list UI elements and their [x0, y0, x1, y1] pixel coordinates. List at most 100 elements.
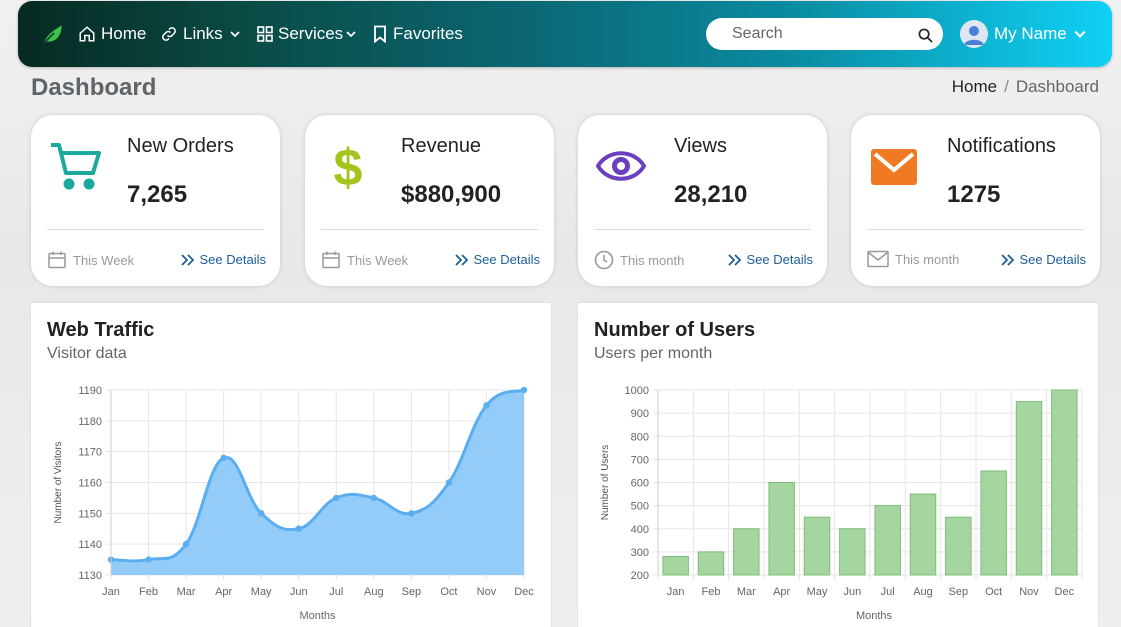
nav-favorites[interactable]: Favorites — [372, 1, 463, 67]
card-period: This Week — [47, 250, 134, 270]
panel-subtitle: Users per month — [594, 345, 713, 362]
card-value: $880,900 — [401, 181, 502, 208]
envelope-icon — [871, 149, 917, 185]
bar — [803, 516, 831, 576]
see-details-link[interactable]: See Details — [727, 252, 813, 267]
panel-subtitle: Visitor data — [47, 345, 127, 362]
x-tick-label: May — [807, 586, 828, 598]
see-details-link[interactable]: See Details — [1000, 252, 1086, 267]
x-axis-title: Months — [299, 610, 336, 622]
double-chevron-right-icon — [180, 253, 194, 266]
card-revenue: $ Revenue $880,900 This Week See Details — [305, 115, 554, 286]
svg-text:$: $ — [334, 141, 363, 193]
data-point — [445, 479, 453, 486]
chevron-down-icon — [1074, 30, 1086, 38]
double-chevron-right-icon — [1000, 253, 1014, 266]
bar — [662, 556, 689, 576]
leaf-logo-icon[interactable] — [40, 21, 66, 47]
x-tick-label: May — [251, 586, 272, 598]
data-point — [483, 402, 490, 409]
y-tick-label: 900 — [631, 408, 649, 420]
y-tick-label: 1130 — [78, 570, 102, 582]
breadcrumb: Home / Dashboard — [952, 77, 1099, 97]
y-tick-label: 300 — [631, 547, 649, 559]
mail-icon — [867, 250, 889, 268]
search-icon[interactable] — [918, 28, 933, 43]
card-period-label: This month — [895, 251, 960, 267]
x-tick-label: Mar — [737, 586, 756, 598]
nav-services-label: Services — [278, 24, 344, 43]
area-fill — [111, 390, 524, 575]
user-menu[interactable]: My Name — [960, 1, 1087, 67]
x-tick-label: Aug — [364, 586, 384, 598]
y-tick-label: 400 — [631, 524, 649, 536]
data-point — [333, 494, 340, 502]
double-chevron-right-icon — [727, 253, 741, 266]
users-chart: 200 300 400 500 600 700 800 900 1000 Jan Feb Mar Apr… — [600, 385, 1083, 622]
y-tick-label: 800 — [631, 431, 649, 443]
home-icon — [79, 26, 95, 42]
card-value: 1275 — [947, 181, 1001, 208]
data-point — [295, 525, 302, 532]
x-tick-label: Dec — [514, 586, 534, 598]
x-tick-label: Oct — [985, 586, 1002, 598]
card-period-label: This Week — [73, 252, 135, 268]
card-value: 28,210 — [674, 181, 748, 208]
y-tick-label: 1140 — [78, 539, 102, 551]
y-tick-label: 1000 — [625, 385, 649, 397]
search-input[interactable] — [732, 25, 902, 43]
chevron-down-icon — [230, 31, 240, 38]
x-tick-label: Mar — [177, 586, 196, 598]
clock-icon — [594, 250, 614, 270]
x-tick-label: Jul — [329, 586, 343, 598]
breadcrumb-current: Dashboard — [1015, 77, 1099, 96]
x-tick-label: Jun — [290, 586, 308, 598]
x-tick-label: Feb — [702, 586, 721, 598]
data-point — [145, 556, 152, 563]
card-new-orders: New Orders 7,265 This Week See Details — [31, 115, 280, 286]
data-point — [408, 510, 415, 517]
eye-icon — [596, 151, 646, 181]
bar — [697, 551, 725, 576]
nav-home-label: Home — [101, 24, 147, 43]
x-tick-label: Feb — [139, 586, 158, 598]
breadcrumb-home[interactable]: Home — [951, 77, 998, 96]
data-point — [520, 386, 528, 394]
see-details-label: See Details — [1019, 252, 1086, 267]
y-tick-label: 1180 — [78, 416, 102, 428]
x-tick-label: Jan — [102, 586, 120, 598]
x-tick-label: Apr — [773, 586, 790, 598]
card-period-label: This month — [620, 252, 685, 268]
nav-links[interactable]: Links — [160, 1, 241, 67]
see-details-link[interactable]: See Details — [454, 252, 540, 267]
web-traffic-panel: Web Traffic Visitor data 1130 1140 1150 116… — [30, 302, 552, 627]
bar — [839, 528, 866, 576]
card-title: Revenue — [401, 135, 482, 157]
grid-icon — [257, 26, 273, 42]
x-tick-label: Sep — [402, 586, 422, 598]
top-navbar: Home Links Services Favorites My Name — [18, 1, 1112, 67]
dollar-icon: $ — [334, 141, 363, 193]
card-period-label: This Week — [347, 252, 409, 268]
y-tick-label: 1150 — [78, 508, 102, 520]
x-tick-label: Nov — [477, 586, 497, 598]
x-tick-label: Nov — [1019, 586, 1039, 598]
y-tick-label: 1190 — [78, 385, 102, 397]
nav-services[interactable]: Services — [257, 1, 357, 67]
card-title: New Orders — [127, 135, 234, 157]
x-tick-label: Sep — [949, 586, 969, 598]
nav-home[interactable]: Home — [78, 1, 146, 67]
see-details-label: See Details — [473, 252, 540, 267]
avatar — [960, 20, 988, 48]
see-details-link[interactable]: See Details — [180, 252, 266, 267]
link-icon — [162, 27, 176, 41]
web-traffic-chart: 1130 1140 1150 1160 1170 1180 1190 Jan Feb Mar Apr… — [53, 385, 534, 622]
y-tick-label: 500 — [631, 501, 649, 513]
divider — [321, 229, 538, 230]
bar — [874, 505, 901, 576]
card-views: Views 28,210 This month See Details — [578, 115, 827, 286]
y-axis-title: Number of Visitors — [53, 441, 64, 523]
bookmark-icon — [374, 25, 386, 43]
see-details-label: See Details — [199, 252, 266, 267]
page-title: Dashboard — [31, 74, 157, 101]
